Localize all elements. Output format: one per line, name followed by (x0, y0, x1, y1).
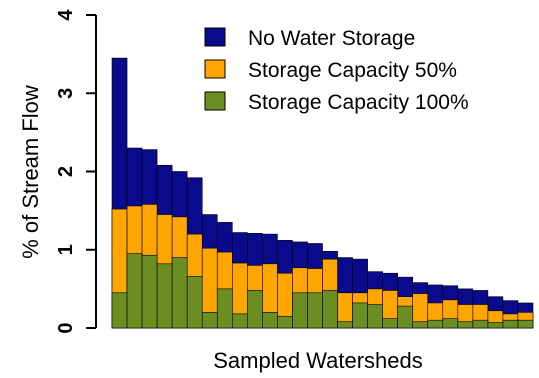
y-axis-title: % of Stream Flow (18, 85, 43, 259)
bar-series3-12 (277, 315, 293, 329)
bar-series3-10 (247, 290, 263, 329)
legend-label-3: Storage Capacity 100% (248, 91, 469, 114)
bar-series3-16 (337, 321, 353, 329)
bar-series3-4 (156, 263, 173, 329)
bar-series3-14 (307, 292, 323, 329)
bar-series3-19 (382, 318, 398, 329)
legend-swatch-3 (204, 91, 226, 111)
y-tick-label-0: 0 (55, 322, 77, 333)
legend-swatch-1 (204, 27, 226, 47)
bar-series3-17 (352, 302, 368, 329)
x-axis-title: Sampled Watersheds (213, 348, 423, 373)
bar-series3-8 (216, 288, 233, 329)
bar-series3-20 (397, 305, 414, 329)
bar-series3-3 (141, 254, 158, 329)
bar-series3-11 (262, 312, 278, 329)
legend-label-2: Storage Capacity 50% (248, 59, 457, 82)
bar-series3-21 (412, 321, 429, 329)
bar-series3-18 (367, 304, 383, 329)
bar-series3-23 (442, 318, 459, 329)
y-tick-label-2: 2 (55, 166, 77, 177)
y-tick-label-3: 3 (55, 88, 77, 99)
bar-series3-15 (322, 290, 338, 329)
bar-group (111, 57, 534, 329)
bar-series3-26 (487, 322, 504, 329)
bar-series3-27 (502, 319, 519, 329)
bar-series3-2 (126, 253, 143, 329)
legend-swatch-2 (204, 59, 226, 79)
bar-series3-7 (201, 312, 218, 329)
bar-series3-5 (171, 257, 188, 329)
bar-series3-25 (472, 319, 489, 329)
y-tick-label-4: 4 (55, 9, 77, 21)
bar-series3-28 (517, 319, 534, 329)
bar-series3-13 (292, 292, 308, 329)
bar-series3-9 (231, 313, 248, 329)
y-axis: 0 1 2 3 4 (55, 9, 97, 334)
y-tick-label-1: 1 (55, 244, 77, 255)
legend: No Water Storage Storage Capacity 50% Stor… (204, 27, 469, 114)
bar-series3-24 (457, 321, 474, 329)
legend-label-1: No Water Storage (248, 27, 415, 50)
bar-series3-6 (186, 276, 203, 329)
bar-series3-22 (427, 319, 444, 329)
bar-series3-1 (111, 292, 128, 329)
